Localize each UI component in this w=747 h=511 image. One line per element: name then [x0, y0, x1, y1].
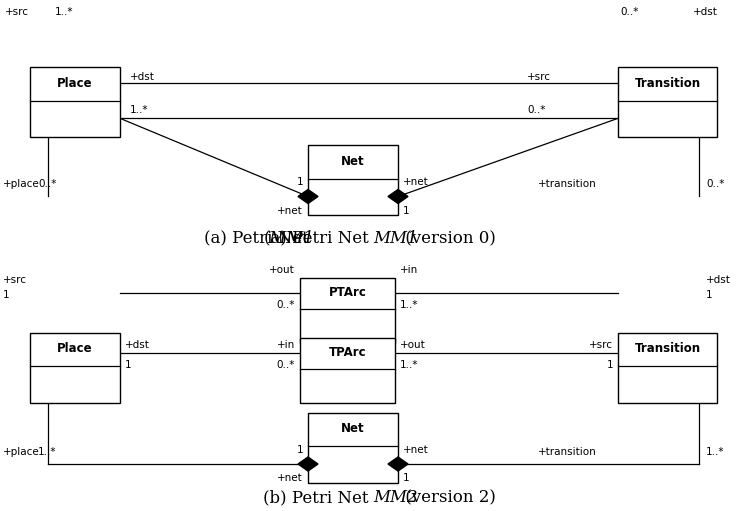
Text: +dst: +dst [706, 275, 731, 286]
Text: 1: 1 [297, 445, 303, 455]
Text: +src: +src [3, 275, 27, 286]
Text: MM2: MM2 [374, 489, 418, 506]
Text: +net: +net [277, 205, 303, 216]
Text: 0..*: 0..* [276, 360, 295, 369]
Text: 0..*: 0..* [38, 179, 56, 190]
Text: +dst: +dst [130, 72, 155, 82]
Text: 0..*: 0..* [527, 105, 545, 115]
Text: PTArc: PTArc [329, 286, 367, 299]
Bar [618, 333, 717, 403]
Text: +dst: +dst [693, 7, 718, 17]
Bar [618, 67, 717, 137]
Text: Place: Place [58, 342, 93, 355]
Text: 0..*: 0..* [706, 179, 725, 190]
Text: +in: +in [276, 340, 295, 350]
Text: 1..*: 1..* [55, 7, 73, 17]
Text: +transition: +transition [538, 179, 597, 190]
Text: 1: 1 [297, 177, 303, 188]
Text: (version 2): (version 2) [400, 489, 495, 506]
Text: 1..*: 1..* [130, 105, 149, 115]
Text: Net: Net [341, 423, 365, 435]
Text: +dst: +dst [125, 340, 150, 350]
Text: Transition: Transition [634, 77, 701, 90]
Bar [300, 277, 395, 343]
Text: +net: +net [403, 445, 429, 455]
Bar [300, 338, 395, 403]
Text: MM1: MM1 [374, 230, 418, 247]
Bar [30, 333, 120, 403]
Bar [308, 145, 398, 216]
Bar [308, 413, 398, 483]
Text: (b) Petri Net: (b) Petri Net [263, 489, 374, 506]
Text: +net: +net [403, 177, 429, 188]
Text: (a) Petri Net: (a) Petri Net [203, 230, 314, 247]
Text: 1: 1 [125, 360, 131, 369]
Polygon shape [388, 457, 408, 471]
Text: 1..*: 1..* [38, 447, 57, 457]
Text: +transition: +transition [538, 447, 597, 457]
Text: 1..*: 1..* [706, 447, 725, 457]
Text: +place: +place [3, 179, 40, 190]
Text: +out: +out [400, 340, 426, 350]
Polygon shape [388, 190, 408, 203]
Polygon shape [298, 190, 318, 203]
Text: +place: +place [3, 447, 40, 457]
Text: (a) Petri Net: (a) Petri Net [264, 230, 374, 247]
Text: 1: 1 [3, 290, 10, 299]
Text: 0..*: 0..* [620, 7, 639, 17]
Text: +out: +out [269, 265, 295, 274]
Text: +in: +in [400, 265, 418, 274]
Text: 1: 1 [706, 290, 713, 299]
Text: MM1: MM1 [222, 230, 314, 247]
Text: Place: Place [58, 77, 93, 90]
Text: 1..*: 1..* [400, 299, 418, 310]
Text: +net: +net [277, 473, 303, 483]
Bar [30, 67, 120, 137]
Text: +src: +src [589, 340, 613, 350]
Polygon shape [298, 457, 318, 471]
Text: TPArc: TPArc [329, 346, 366, 359]
Text: +src: +src [5, 7, 29, 17]
Text: 1: 1 [607, 360, 613, 369]
Text: Net: Net [341, 155, 365, 168]
Text: 1: 1 [403, 473, 409, 483]
Text: (version 0): (version 0) [400, 230, 495, 247]
Text: +src: +src [527, 72, 551, 82]
Text: (a) Petri Net MM1 (version 0): (a) Petri Net MM1 (version 0) [248, 230, 499, 247]
Text: 1: 1 [403, 205, 409, 216]
Text: 0..*: 0..* [276, 299, 295, 310]
Text: Transition: Transition [634, 342, 701, 355]
Text: 1..*: 1..* [400, 360, 418, 369]
